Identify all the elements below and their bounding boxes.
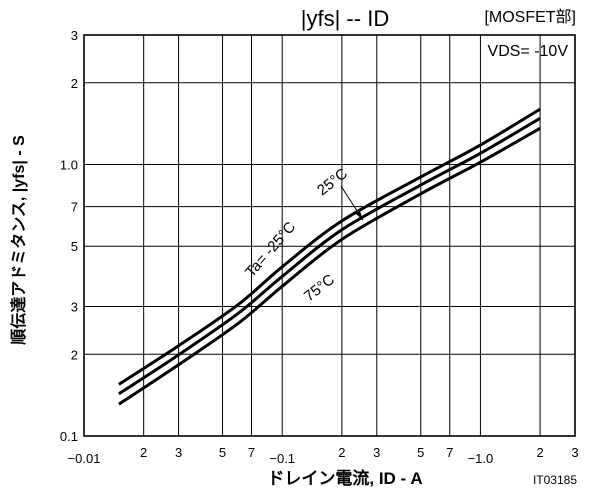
y-tick-label: 1.0	[60, 158, 78, 173]
y-tick-label: 2	[71, 76, 78, 91]
series-layer	[118, 107, 541, 406]
y-tick-label: 3	[71, 28, 78, 43]
condition-label: VDS= -10V	[488, 43, 569, 60]
x-tick-labels: −0.01 2 3 5 7 −0.1 2 3 5 7 −1.0 2 3	[68, 445, 579, 466]
series-line-1	[118, 117, 541, 396]
y-axis-label: 順伝達アドミタンス, |yfs| - S	[9, 135, 28, 346]
series-callout-arrowhead	[356, 211, 363, 220]
y-tick-label: 5	[71, 239, 78, 254]
x-tick-label: 2	[338, 445, 345, 460]
x-tick-label: 3	[571, 445, 578, 460]
chart-title: |yfs| -- ID	[301, 6, 389, 31]
y-tick-label: 2	[71, 347, 78, 362]
x-tick-label: 3	[175, 445, 182, 460]
series-line-2	[118, 126, 541, 406]
x-tick-label: 2	[140, 445, 147, 460]
x-tick-label: −1.0	[468, 451, 494, 466]
series-line-0	[118, 107, 541, 386]
x-tick-label: −0.01	[68, 451, 101, 466]
y-tick-label: 0.1	[60, 429, 78, 444]
y-tick-label: 3	[71, 299, 78, 314]
series-label-25c: 25°C	[314, 165, 351, 199]
y-tick-label: 7	[71, 200, 78, 215]
x-tick-label: 2	[536, 445, 543, 460]
x-tick-label: 3	[373, 445, 380, 460]
x-tick-label: 5	[417, 445, 424, 460]
grid	[83, 34, 576, 437]
plot-frame	[83, 34, 576, 437]
series-label-75c: 75°C	[301, 271, 338, 305]
y-tick-labels: 0.1 2 3 5 7 1.0 2 3	[60, 28, 78, 444]
x-tick-label: 7	[446, 445, 453, 460]
x-tick-label: −0.1	[269, 451, 295, 466]
x-tick-label: 5	[219, 445, 226, 460]
chart-subtitle: [MOSFET部]	[484, 8, 576, 26]
figure-id: IT03185	[533, 473, 577, 487]
x-tick-label: 7	[248, 445, 255, 460]
x-axis-label: ドレイン電流, ID - A	[267, 468, 422, 488]
